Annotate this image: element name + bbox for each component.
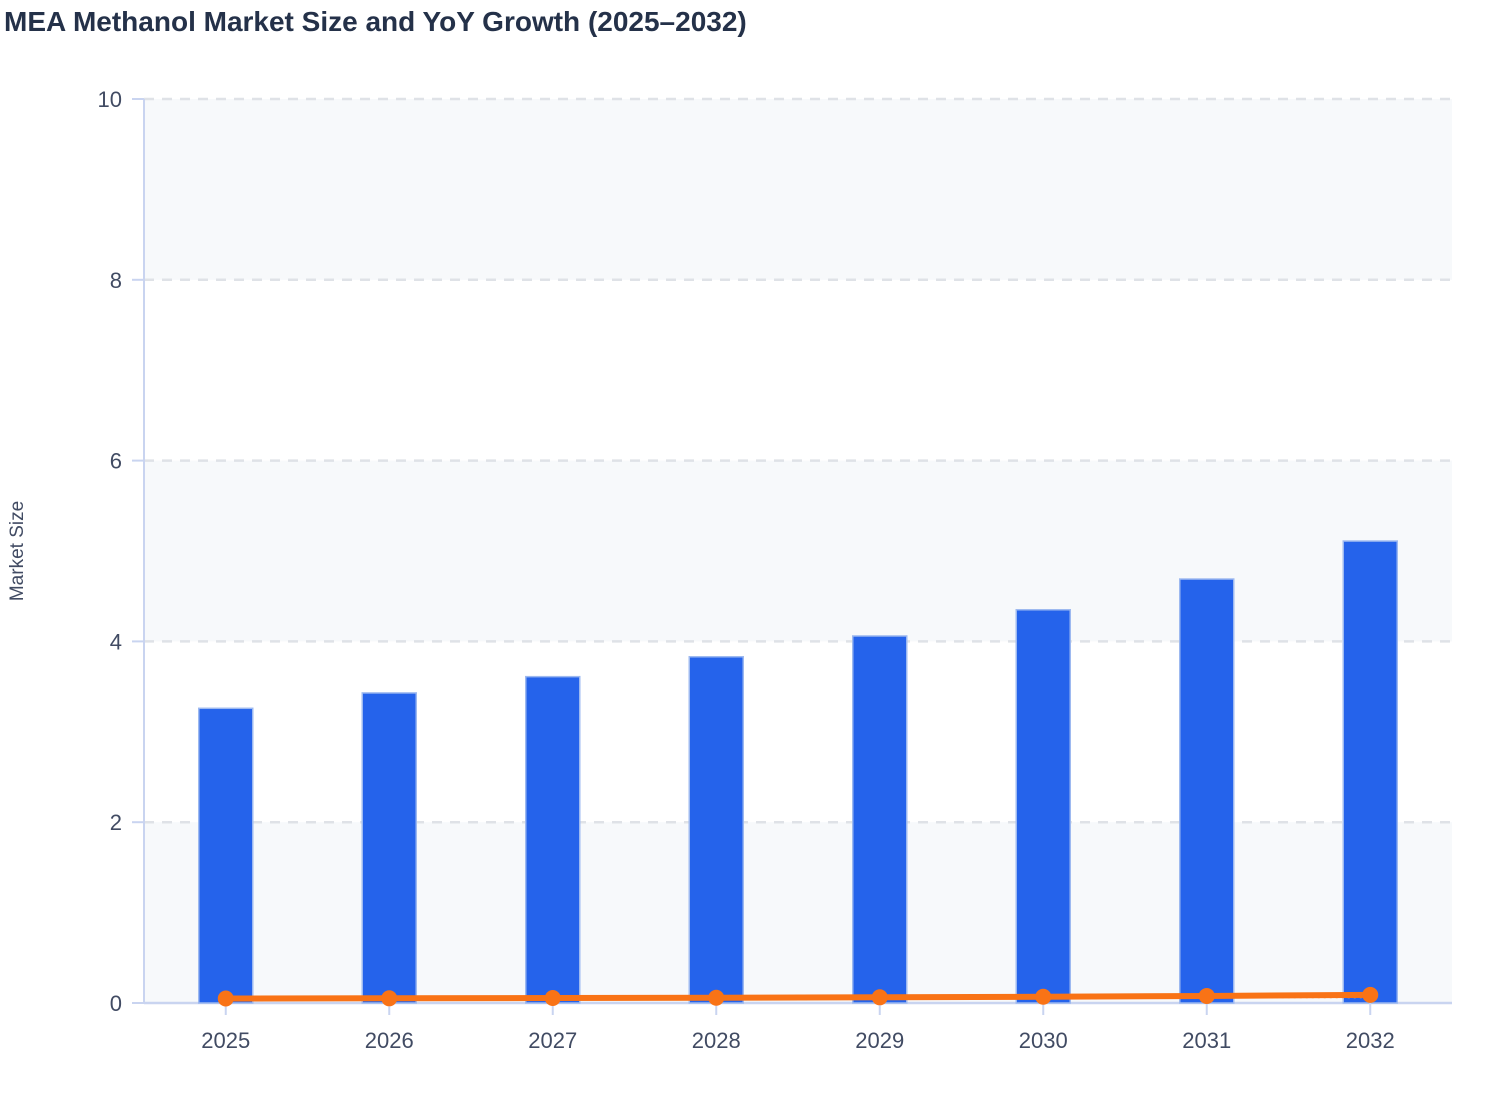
- y-tick-label: 6: [110, 449, 122, 474]
- y-tick-label: 10: [98, 87, 122, 112]
- y-tick-label: 2: [110, 810, 122, 835]
- x-tick-label: 2026: [365, 1028, 414, 1053]
- x-tick-label: 2030: [1019, 1028, 1068, 1053]
- plot-band: [144, 822, 1452, 1003]
- bar-2031: [1179, 578, 1235, 1004]
- x-tick-label: 2025: [201, 1028, 250, 1053]
- x-tick-label: 2027: [528, 1028, 577, 1053]
- y-tick-label: 0: [110, 991, 122, 1016]
- bar-2025: [198, 707, 254, 1004]
- yoy-line: [222, 991, 1374, 1002]
- yoy-point-2031: [1198, 987, 1215, 1004]
- yoy-point-2027: [544, 990, 561, 1007]
- yoy-point-2028: [708, 989, 725, 1006]
- bar-2029: [852, 635, 908, 1004]
- yoy-point-2030: [1035, 988, 1052, 1005]
- chart-title: MEA Methanol Market Size and YoY Growth …: [4, 6, 747, 37]
- x-tick-label: 2028: [692, 1028, 741, 1053]
- bar-2032: [1342, 540, 1398, 1004]
- plot-band: [144, 99, 1452, 280]
- plot-band: [144, 460, 1452, 642]
- bar-2030: [1015, 609, 1071, 1004]
- yoy-point-2025: [217, 990, 234, 1007]
- x-tick-label: 2031: [1182, 1028, 1231, 1053]
- x-tick-label: 2032: [1346, 1028, 1395, 1053]
- x-tick-label: 2029: [855, 1028, 904, 1053]
- bar-2026: [361, 692, 417, 1004]
- bar-2028: [688, 656, 744, 1004]
- yoy-point-2032: [1362, 986, 1379, 1003]
- bar-2027: [525, 675, 581, 1004]
- y-tick-label: 4: [110, 629, 122, 654]
- yoy-point-2029: [871, 989, 888, 1006]
- y-tick-label: 8: [110, 268, 122, 293]
- yoy-point-2026: [381, 990, 398, 1007]
